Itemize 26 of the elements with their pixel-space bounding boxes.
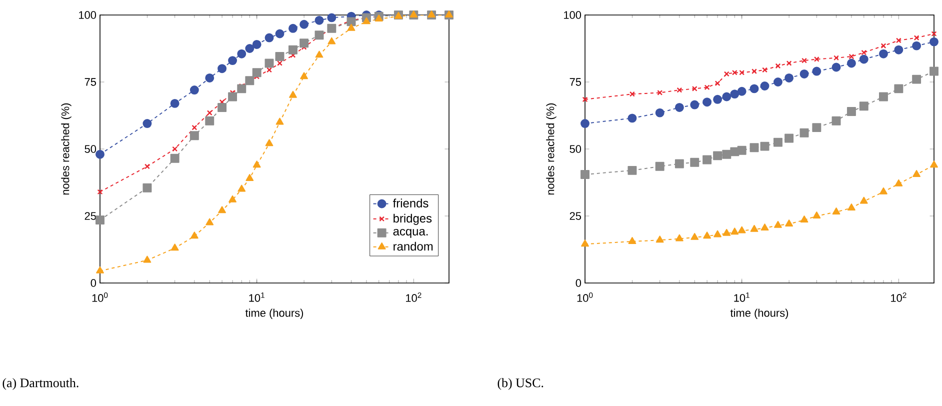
text: (a) Dartmouth. xyxy=(2,378,78,390)
x-axis-title: time (hours) xyxy=(730,308,788,319)
y-tick-label: 100 xyxy=(79,11,96,19)
y-tick-label: 50 xyxy=(570,145,582,153)
y-tick-label: 0 xyxy=(576,279,582,287)
legend-label: random xyxy=(394,242,433,251)
y-axis-title: nodes reached (%) xyxy=(61,103,72,195)
legend-label: bridges xyxy=(394,214,432,225)
x-tick-label: 10$^{2}$ xyxy=(891,292,906,302)
y-tick-label: 75 xyxy=(84,78,96,86)
y-tick-label: 50 xyxy=(84,145,96,153)
y-tick-label: 25 xyxy=(570,212,582,220)
x-tick-label: 10$^{1}$ xyxy=(734,292,750,302)
y-tick-label: 100 xyxy=(564,11,582,19)
x-tick-label: 10$^{2}$ xyxy=(406,292,422,302)
y-tick-label: 25 xyxy=(84,212,96,220)
x-tick-label: 10$^{1}$ xyxy=(249,292,264,302)
x-axis-title: time (hours) xyxy=(245,308,304,319)
y-axis-title: nodes reached (%) xyxy=(546,103,556,195)
y-tick-label: 75 xyxy=(570,78,582,86)
y-tick-label: 0 xyxy=(90,279,96,287)
legend-label: acqua. xyxy=(393,228,428,238)
legend-label: friends xyxy=(392,198,428,208)
text: (b) USC. xyxy=(498,378,544,390)
x-tick-label: 10$^{0}$ xyxy=(577,292,593,302)
x-tick-label: 10$^{0}$ xyxy=(92,292,108,302)
